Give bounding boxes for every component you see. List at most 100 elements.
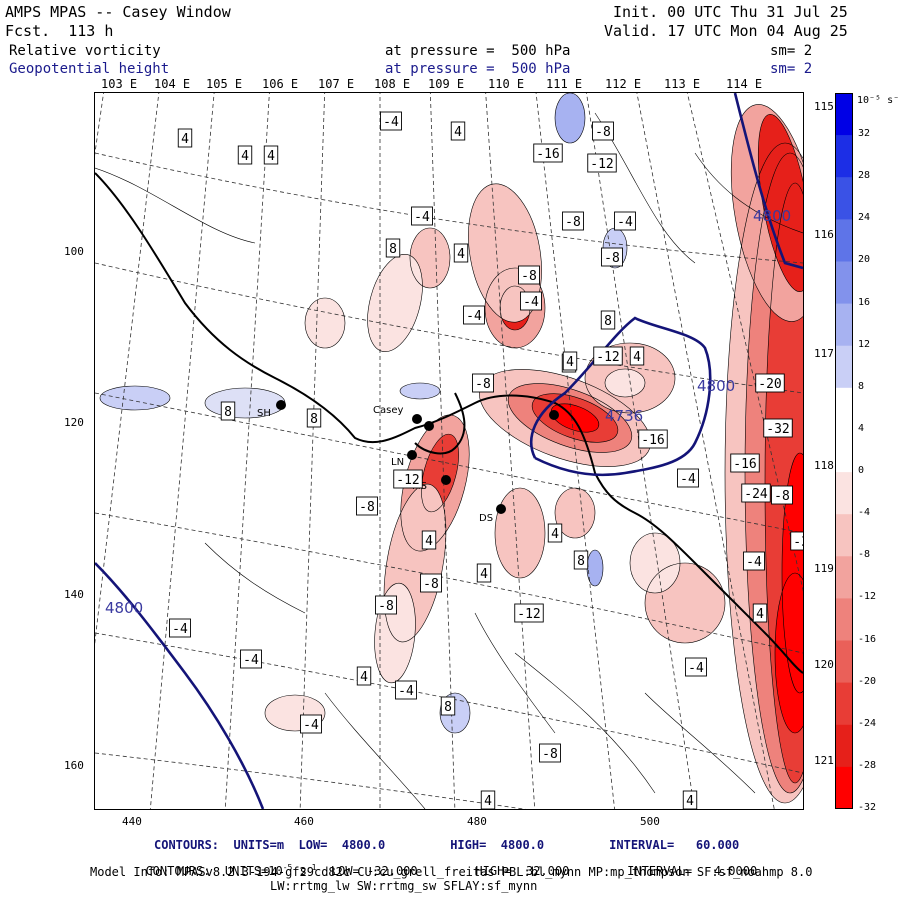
colorbar (835, 93, 853, 809)
vorticity-label: -8 (420, 573, 442, 593)
svg-text:4: 4 (480, 567, 488, 582)
vorticity-fill (605, 369, 645, 397)
vorticity-label: -12 (587, 153, 617, 173)
colorbar-swatch (835, 93, 853, 136)
svg-text:4: 4 (566, 355, 574, 370)
station-label: LN (391, 457, 404, 468)
lon-label-top: 108 E (374, 77, 411, 91)
longitude-gridline (485, 93, 536, 809)
vorticity-label: 4 (263, 145, 279, 165)
colorbar-tick-label: -16 (858, 634, 877, 645)
longitude-gridline (149, 93, 215, 809)
vorticity-contour (367, 253, 423, 353)
vorticity-contour (550, 403, 600, 433)
svg-text:4: 4 (457, 247, 465, 262)
vorticity-fill (100, 386, 170, 410)
svg-text:-8: -8 (565, 215, 581, 230)
vorticity-contour (99, 385, 171, 411)
height-label: 4800 (105, 599, 143, 617)
vorticity-label: -8 (472, 373, 494, 393)
vorticity-contour (774, 572, 803, 734)
vorticity-label: 4 (453, 243, 469, 263)
height-contour (95, 562, 265, 809)
colorbar-swatch (835, 303, 853, 347)
vorticity-contour (204, 542, 306, 614)
model-info-2: LW:rrtmg_lw SW:rrtmg_sw SFLAY:sf_mynn (270, 879, 538, 893)
lon-label-top: 105 E (206, 77, 243, 91)
vorticity-label: -4 (463, 305, 485, 325)
svg-text:8: 8 (577, 554, 585, 569)
colorbar-tick-label: 16 (858, 297, 871, 308)
svg-text:-4: -4 (414, 210, 430, 225)
vorticity-fill (775, 573, 803, 733)
x-tick-label: 460 (294, 815, 314, 828)
vorticity-contour (468, 183, 542, 323)
svg-text:-8: -8 (475, 377, 491, 392)
station-marker (276, 400, 286, 410)
svg-text:-12: -12 (590, 157, 613, 172)
vorticity-contour (95, 167, 256, 244)
station-marker (496, 504, 506, 514)
vorticity-label: -4 (685, 657, 707, 677)
svg-text:4: 4 (454, 125, 462, 140)
vorticity-contour (584, 342, 676, 414)
vorticity-label: 4 (476, 563, 492, 583)
svg-text:4: 4 (756, 607, 764, 622)
colorbar-swatch (835, 429, 853, 473)
colorbar-swatch (835, 514, 853, 557)
vorticity-contour (324, 692, 426, 809)
colorbar-tick-label: 4 (858, 423, 865, 434)
station-label: Casey (373, 405, 403, 416)
vorticity-label: 4 (450, 121, 466, 141)
contours2-b: s (292, 864, 307, 878)
colorbar-swatch (835, 135, 853, 178)
y-tick-label: 120 (64, 416, 84, 429)
vorticity-contour (554, 93, 586, 144)
svg-text:-24: -24 (744, 487, 768, 502)
vorticity-contour (409, 227, 451, 289)
svg-text:-16: -16 (641, 433, 664, 448)
svg-text:8: 8 (224, 405, 232, 420)
vorticity-label: -4 (743, 551, 765, 571)
contours2-sup1: -5 (282, 863, 293, 872)
height-label: 4736 (605, 407, 643, 425)
vorticity-label: -32 (763, 418, 793, 438)
svg-text:-4: -4 (680, 472, 696, 487)
vorticity-contour (374, 582, 416, 684)
vorticity-label: 4 (629, 346, 645, 366)
longitude-gridline (95, 93, 160, 645)
station-marker (441, 475, 451, 485)
longitude-gridline (535, 93, 615, 809)
colorbar-tick-label: 0 (858, 465, 865, 476)
vorticity-label: -8 (771, 485, 793, 505)
vorticity-contour (644, 562, 726, 644)
svg-text:-4: -4 (617, 215, 633, 230)
x-tick-label: 480 (467, 815, 487, 828)
field2-name: Geopotential height (9, 61, 170, 77)
svg-text:-8: -8 (774, 489, 790, 504)
contours-vorticity-info: CONTOURS: UNITS=10-5 s-1 LOW= -32.000 HI… (131, 852, 757, 878)
vorticity-label: -8 (518, 265, 540, 285)
vorticity-contour (629, 532, 681, 594)
height-label: 4800 (753, 207, 791, 225)
svg-text:-8: -8 (378, 599, 394, 614)
svg-text:-4: -4 (523, 295, 539, 310)
svg-text:4: 4 (267, 149, 275, 164)
vorticity-fill (555, 488, 595, 538)
svg-text:4: 4 (181, 132, 189, 147)
vorticity-contour (383, 483, 447, 643)
vorticity-contour (399, 382, 441, 400)
vorticity-label: -8 (601, 247, 623, 267)
svg-text:-4: -4 (303, 718, 319, 733)
vorticity-label: 4 (547, 523, 563, 543)
vorticity-label: -4 (240, 649, 262, 669)
vorticity-label: 4 (237, 145, 253, 165)
vorticity-contour (304, 297, 346, 349)
vorticity-label: -8 (539, 743, 561, 763)
vorticity-label: -8 (592, 121, 614, 141)
colorbar-swatch (835, 387, 853, 431)
svg-text:-32: -32 (766, 422, 789, 437)
field2-sm: sm= 2 (770, 61, 813, 77)
model-title: AMPS MPAS -- Casey Window (5, 3, 231, 21)
y-tick-label: 100 (64, 245, 84, 258)
